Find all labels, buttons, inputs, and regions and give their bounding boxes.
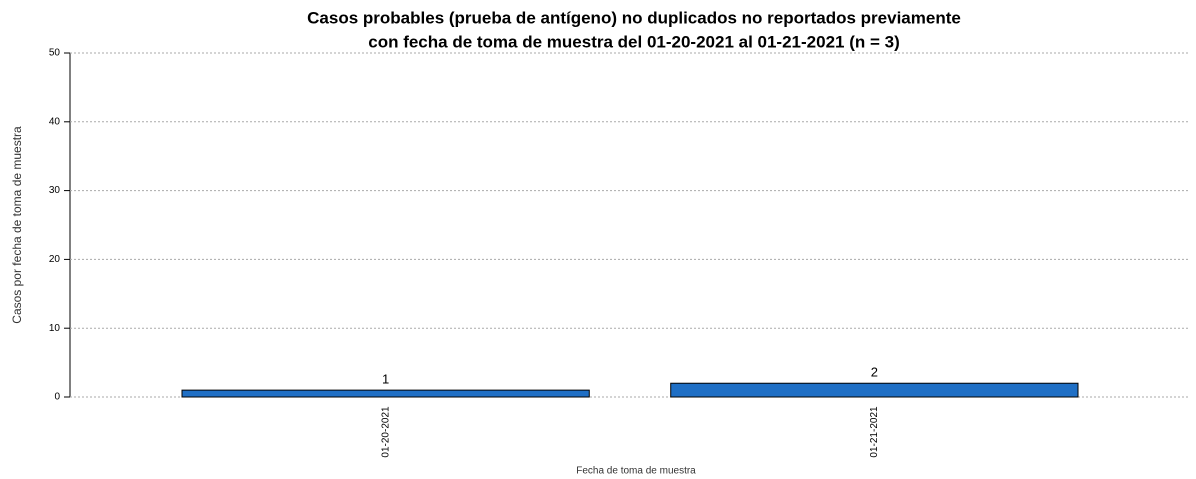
- bar: [181, 389, 590, 398]
- y-tick-label: 40: [49, 116, 61, 127]
- y-tick-label: 20: [49, 254, 61, 265]
- y-tick-label: 50: [49, 48, 61, 59]
- y-tick-label: 0: [54, 392, 60, 403]
- chart-title: con fecha de toma de muestra del 01-20-2…: [368, 32, 900, 51]
- data-label: 1: [382, 372, 389, 387]
- y-axis-label: Casos por fecha de toma de muestra: [10, 126, 24, 324]
- chart-title: Casos probables (prueba de antígeno) no …: [307, 8, 961, 27]
- x-tick-label: 01-21-2021: [869, 406, 880, 458]
- bar: [670, 382, 1079, 398]
- data-label: 2: [871, 365, 878, 380]
- y-tick-label: 10: [49, 323, 61, 334]
- x-axis-label: Fecha de toma de muestra: [576, 466, 696, 477]
- y-tick-label: 30: [49, 185, 61, 196]
- x-tick-label: 01-20-2021: [380, 406, 391, 458]
